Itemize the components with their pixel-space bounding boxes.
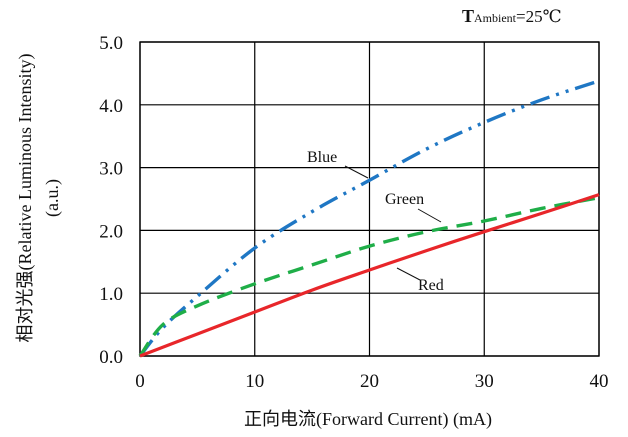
series-line-red [139, 193, 600, 358]
series-label-blue: Blue [307, 149, 337, 166]
series-group [138, 79, 600, 358]
series-label-red: Red [418, 277, 444, 294]
x-tick-labels: 0 10 20 30 40 [135, 371, 608, 392]
y-tick-label: 3.0 [99, 159, 123, 180]
y-tick-label: 2.0 [99, 221, 123, 242]
y-tick-label: 1.0 [99, 284, 123, 305]
series-line-blue [138, 79, 600, 358]
y-tick-label: 0.0 [99, 347, 123, 368]
series-label-green: Green [385, 191, 424, 208]
y-axis-label-units: (a.u.) [42, 179, 63, 217]
y-axis-label-units-group: (a.u.) [42, 179, 63, 217]
y-tick-label: 5.0 [99, 33, 123, 54]
ambient-annotation-sub: Ambient [474, 11, 517, 25]
grid-lines [139, 41, 600, 357]
x-tick-label: 30 [475, 371, 494, 392]
y-tick-label: 4.0 [99, 96, 123, 117]
series-leader-green [417, 208, 442, 223]
series-leader-blue [344, 165, 369, 179]
y-tick-labels: 0.0 1.0 2.0 3.0 4.0 5.0 [99, 33, 123, 368]
x-tick-label: 40 [590, 371, 609, 392]
plot-frame [139, 41, 600, 357]
ambient-annotation-suffix: =25℃ [516, 7, 562, 26]
y-axis-label-group: 相对光强(Relative Luminous Intensity) [15, 54, 36, 343]
x-tick-label: 20 [360, 371, 379, 392]
ambient-annotation-prefix: T [462, 6, 474, 26]
x-axis-label: 正向电流(Forward Current) (mA) [244, 409, 492, 430]
y-axis-label: 相对光强(Relative Luminous Intensity) [15, 54, 36, 343]
ambient-annotation: TAmbient=25℃ [462, 6, 562, 26]
series-leader-red [396, 267, 421, 281]
x-tick-label: 10 [245, 371, 264, 392]
x-tick-label: 0 [135, 371, 145, 392]
series-line-green [138, 196, 600, 358]
